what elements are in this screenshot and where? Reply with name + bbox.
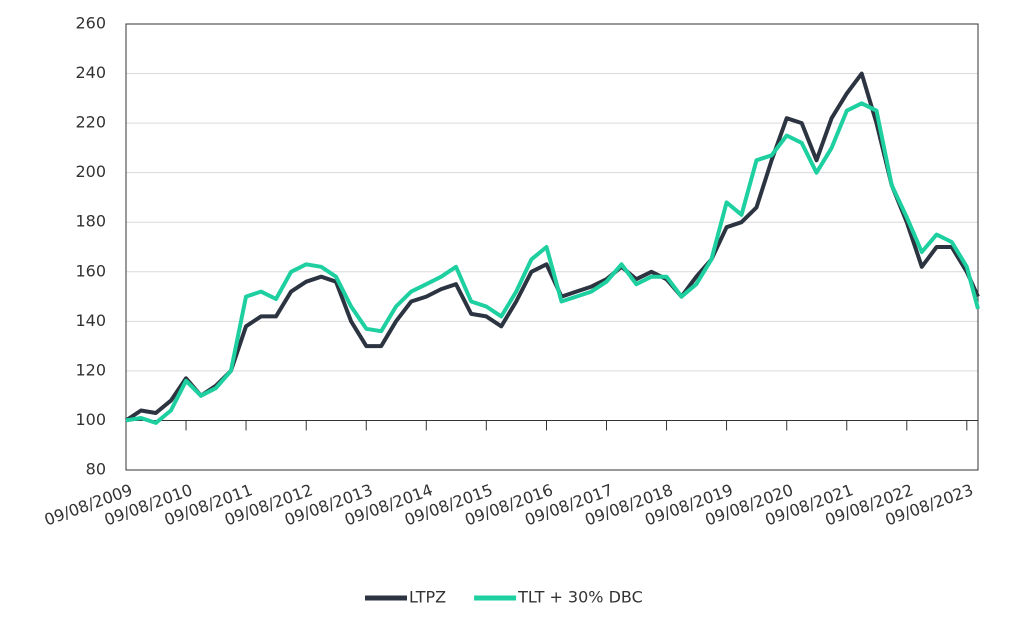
plot-frame: [125, 23, 979, 471]
y-tick-label: 240: [75, 63, 106, 82]
y-tick-label: 180: [75, 212, 106, 231]
y-tick-label: 100: [75, 410, 106, 429]
y-tick-label: 140: [75, 311, 106, 330]
y-tick-label: 120: [75, 360, 106, 379]
y-tick-label: 220: [75, 113, 106, 132]
legend-label: LTPZ: [409, 588, 446, 607]
series-line: [124, 71, 980, 423]
legend-label: TLT + 30% DBC: [517, 588, 643, 607]
y-tick-label: 160: [75, 261, 106, 280]
series-line: [125, 101, 980, 425]
y-tick-label: 80: [86, 460, 106, 479]
y-tick-label: 200: [75, 162, 106, 181]
y-tick-label: 260: [75, 14, 106, 33]
